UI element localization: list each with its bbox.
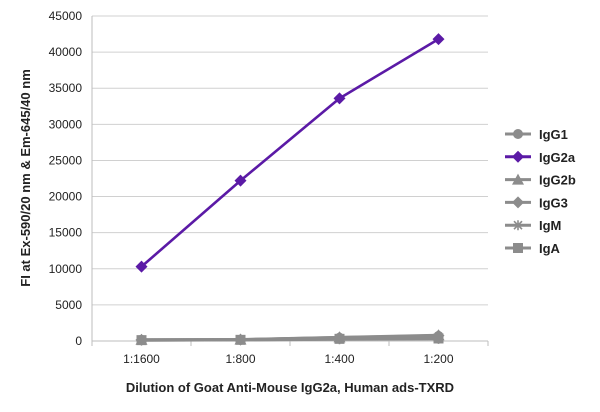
legend-label: IgG2a bbox=[539, 150, 576, 165]
legend-item-igg3: IgG3 bbox=[505, 195, 568, 210]
x-tick-label: 1:400 bbox=[324, 352, 354, 366]
legend-item-iga: IgA bbox=[505, 241, 561, 256]
y-tick-label: 10000 bbox=[49, 262, 83, 276]
y-tick-label: 5000 bbox=[55, 298, 82, 312]
y-tick-label: 35000 bbox=[49, 81, 83, 95]
y-axis-title: FI at Ex-590/20 nm & Em-645/40 nm bbox=[18, 69, 33, 286]
legend-label: IgA bbox=[539, 241, 561, 256]
legend: IgG1 IgG2a IgG2b IgG3 IgM IgA bbox=[505, 127, 576, 256]
data-point bbox=[433, 333, 444, 344]
data-point bbox=[136, 335, 147, 346]
y-tick-label: 30000 bbox=[49, 117, 83, 131]
y-tick-label: 20000 bbox=[49, 190, 83, 204]
y-tick-label: 15000 bbox=[49, 226, 83, 240]
tick-labels: 0 5000 10000 15000 20000 25000 30000 35000 40000… bbox=[49, 9, 454, 366]
legend-item-igg2b: IgG2b bbox=[505, 173, 576, 188]
y-tick-label: 0 bbox=[75, 334, 82, 348]
legend-label: IgG1 bbox=[539, 127, 568, 142]
legend-label: IgG2b bbox=[539, 173, 576, 188]
x-tick-label: 1:1600 bbox=[123, 352, 160, 366]
gridlines bbox=[92, 15, 488, 306]
x-axis-title: Dilution of Goat Anti-Mouse IgG2a, Human… bbox=[126, 380, 454, 395]
legend-marker bbox=[512, 173, 524, 185]
legend-marker bbox=[512, 196, 524, 209]
legend-marker bbox=[513, 243, 523, 253]
x-tick-label: 1:800 bbox=[225, 352, 255, 366]
legend-marker bbox=[513, 220, 523, 231]
y-tick-label: 45000 bbox=[49, 9, 83, 23]
y-tick-label: 25000 bbox=[49, 153, 83, 167]
data-point bbox=[334, 333, 345, 344]
series-iga bbox=[136, 333, 444, 346]
data-point bbox=[432, 33, 445, 46]
legend-item-igm: IgM bbox=[505, 218, 561, 233]
legend-item-igg1: IgG1 bbox=[505, 127, 568, 142]
legend-marker bbox=[512, 150, 524, 163]
series-igg2a bbox=[135, 33, 445, 273]
y-tick-label: 40000 bbox=[49, 45, 83, 59]
series-line bbox=[141, 336, 439, 342]
series-lines bbox=[135, 33, 445, 346]
data-point bbox=[135, 260, 148, 273]
x-tick-label: 1:200 bbox=[423, 352, 453, 366]
data-point bbox=[234, 174, 247, 187]
legend-item-igg2a: IgG2a bbox=[505, 150, 576, 165]
series-line bbox=[140, 37, 440, 268]
data-point bbox=[235, 334, 246, 345]
legend-label: IgM bbox=[539, 218, 561, 233]
legend-marker bbox=[513, 129, 523, 139]
data-point bbox=[333, 92, 346, 105]
legend-label: IgG3 bbox=[539, 195, 568, 210]
axes bbox=[91, 16, 489, 346]
